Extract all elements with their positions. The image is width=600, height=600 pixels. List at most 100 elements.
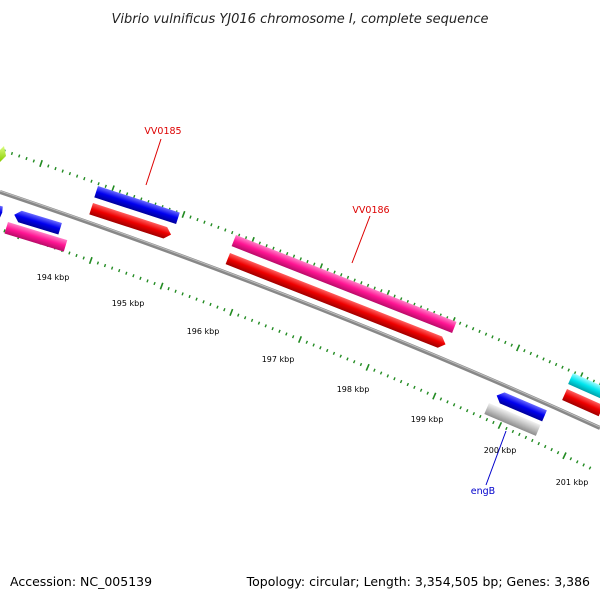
gene-engb-gray[interactable] [484, 403, 541, 436]
minor-tick [458, 321, 462, 325]
map-title: Vibrio vulnificus YJ016 chromosome I, co… [111, 12, 488, 27]
scale-label-200: 200 kbp [484, 446, 517, 455]
minor-tick [54, 166, 57, 171]
minor-tick [465, 409, 469, 413]
minor-tick [118, 189, 122, 194]
minor-tick [561, 365, 564, 369]
minor-tick [68, 171, 72, 176]
minor-tick [285, 332, 288, 336]
minor-tick [511, 429, 515, 434]
major-tick [497, 421, 503, 430]
gene-blue-194-reverse[interactable] [12, 209, 62, 235]
vv0185-leader [145, 138, 162, 186]
minor-tick [510, 343, 513, 347]
minor-tick [306, 259, 309, 264]
minor-tick [203, 220, 206, 224]
minor-tick [195, 297, 198, 301]
minor-tick [446, 400, 449, 404]
gene-red-edge[interactable] [562, 389, 600, 417]
minor-tick [524, 435, 528, 440]
minor-tick [97, 182, 100, 186]
minor-tick [18, 154, 21, 158]
minor-tick [153, 281, 156, 286]
minor-tick [452, 403, 456, 407]
minor-tick [360, 281, 363, 285]
gene-vv0186-red[interactable] [225, 253, 448, 350]
gene-label-vv0186[interactable]: VV0186 [352, 205, 389, 216]
minor-tick [465, 324, 468, 328]
minor-tick [505, 426, 508, 431]
minor-tick [313, 262, 316, 266]
minor-tick [139, 276, 142, 280]
major-tick [181, 210, 186, 218]
accession-text: Accession: NC_005139 [10, 574, 152, 589]
engb-leader [485, 430, 507, 486]
minor-tick [237, 313, 240, 317]
minor-tick [529, 351, 533, 356]
gene-lime-edge[interactable] [0, 146, 6, 162]
minor-tick [393, 377, 396, 381]
minor-tick [216, 305, 219, 309]
minor-tick [332, 351, 336, 355]
minor-tick [68, 251, 71, 255]
minor-tick [3, 229, 6, 233]
gene-cyan-edge[interactable] [568, 373, 600, 401]
minor-tick [217, 225, 220, 230]
minor-tick [543, 444, 547, 449]
minor-tick [146, 279, 149, 283]
minor-tick [352, 360, 356, 364]
minor-tick [189, 215, 192, 219]
scale-label-194: 194 kbp [37, 273, 70, 282]
minor-tick [305, 340, 309, 344]
scale-label-198: 198 kbp [337, 385, 370, 394]
minor-tick [439, 397, 443, 401]
gene-blue-edge-left[interactable] [0, 205, 4, 219]
minor-tick [485, 417, 489, 422]
minor-tick [504, 340, 507, 345]
major-tick [159, 282, 164, 290]
minor-tick [548, 360, 552, 364]
gene-engb-blue[interactable] [494, 390, 547, 422]
minor-tick [319, 346, 322, 350]
minor-tick [174, 289, 177, 293]
minor-tick [118, 268, 121, 273]
minor-tick [265, 244, 268, 248]
minor-tick [250, 318, 254, 323]
minor-tick [346, 275, 350, 280]
gene-label-engb[interactable]: engB [471, 486, 495, 497]
gene-label-vv0185[interactable]: VV0185 [144, 126, 181, 137]
minor-tick [492, 420, 495, 425]
minor-tick [359, 362, 363, 367]
minor-tick [125, 192, 129, 196]
minor-tick [373, 286, 376, 290]
minor-tick [567, 368, 570, 372]
scale-label-197: 197 kbp [262, 355, 295, 364]
minor-tick [556, 450, 560, 455]
minor-tick [32, 159, 35, 163]
gene-vv0186-pink[interactable] [231, 235, 457, 334]
minor-tick [103, 263, 107, 268]
gene-vv0185-red[interactable] [89, 203, 173, 240]
gene-vv0185-blue[interactable] [94, 186, 180, 224]
major-tick [515, 344, 521, 352]
minor-tick [550, 447, 553, 452]
minor-tick [291, 335, 295, 339]
minor-tick [125, 271, 128, 275]
minor-tick [264, 324, 267, 328]
major-tick [297, 335, 303, 344]
scale-label-196: 196 kbp [187, 327, 220, 336]
minor-tick [346, 357, 349, 361]
minor-tick [140, 197, 143, 201]
minor-tick [188, 294, 191, 299]
minor-tick [419, 388, 423, 392]
chromosome-backbone-highlight [0, 190, 600, 428]
major-tick [88, 256, 93, 265]
minor-tick [379, 371, 383, 375]
minor-tick [61, 169, 64, 173]
minor-tick [542, 357, 545, 361]
minor-tick [471, 327, 475, 331]
gene-pink-194[interactable] [4, 222, 68, 252]
minor-tick [279, 249, 282, 253]
minor-tick [537, 441, 541, 446]
minor-tick [491, 335, 494, 339]
